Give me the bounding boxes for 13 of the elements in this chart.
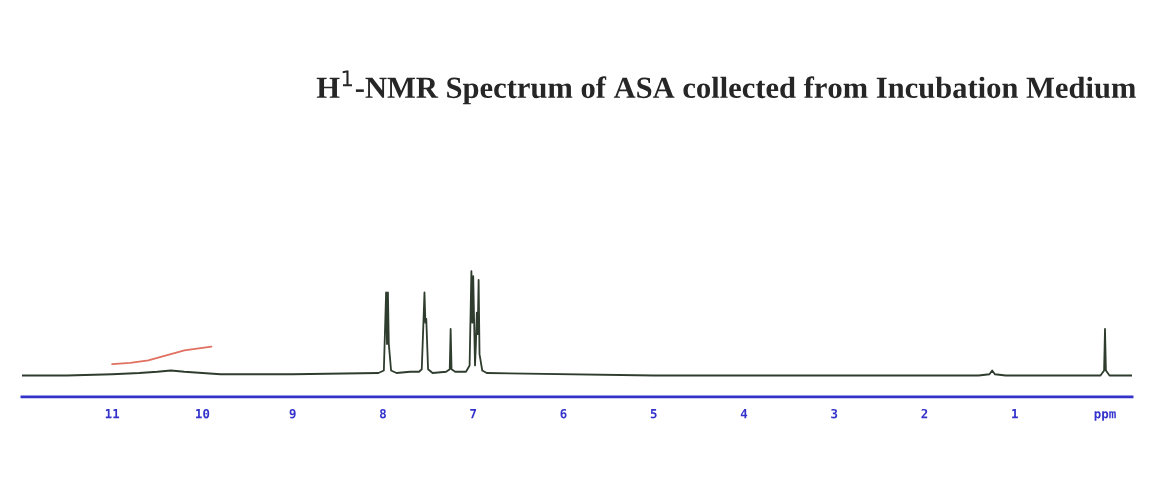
x-tick-label: 8 [379, 408, 386, 419]
chart-title: H$^{1}$-NMR Spectrum of ASA collected from Incubation Medium [316, 70, 1136, 105]
x-tick-label: 10 [196, 408, 210, 419]
x-tick-label: 11 [105, 409, 120, 419]
x-tick-label: ppm [1094, 411, 1116, 421]
x-tick-label: 6 [560, 408, 567, 419]
x-tick-label: 7 [470, 409, 477, 419]
x-tick-label: 4 [740, 409, 748, 419]
x-tick-label: 1 [1012, 409, 1018, 419]
x-tick-label: 9 [289, 409, 296, 419]
x-tick-label: 5 [650, 409, 657, 419]
x-tick-label: 3 [831, 408, 838, 419]
x-tick-label: 2 [921, 408, 928, 419]
